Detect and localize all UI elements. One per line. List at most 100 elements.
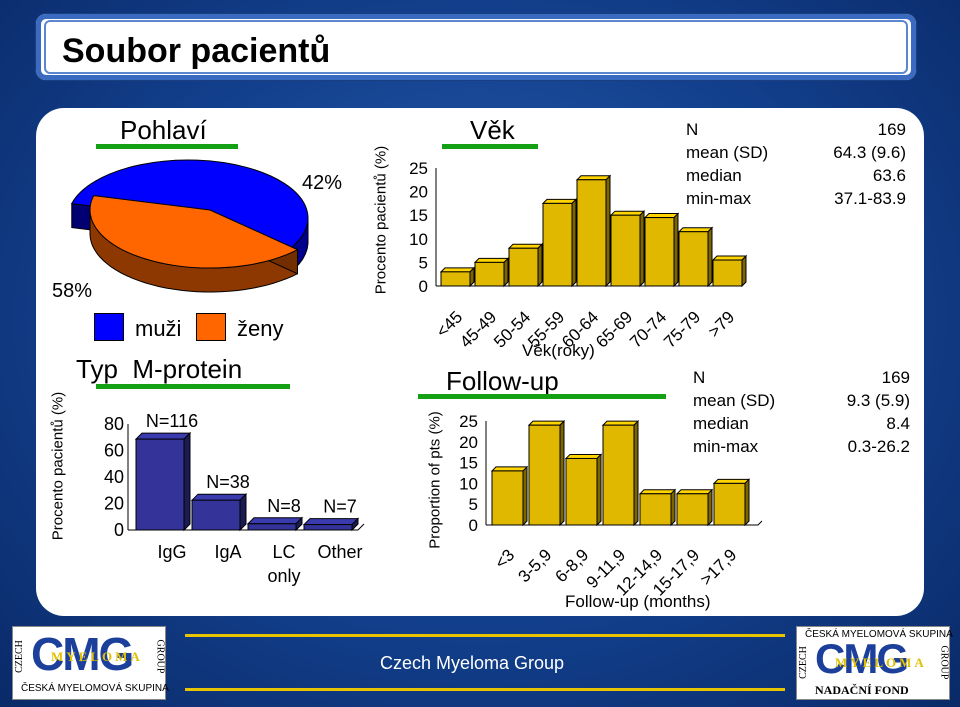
followup-bar-<3 — [491, 470, 524, 526]
stat-value: 8.4 — [886, 414, 910, 433]
followup-xtick: >17,9 — [696, 545, 740, 589]
followup-ytick: 20 — [459, 433, 478, 452]
mprotein-data-label: N=8 — [267, 496, 301, 516]
followup-bar-top — [490, 466, 529, 472]
followup-xtick: <3 — [491, 545, 518, 572]
legend-swatch-zeny — [196, 313, 226, 341]
age-ytick: 25 — [409, 159, 428, 178]
followup-bar-6-8,9 — [565, 457, 598, 526]
logo-left-word: CMG — [31, 628, 134, 680]
mprotein-ytick: 20 — [104, 494, 124, 514]
stat-label: median — [686, 166, 742, 185]
logo-left-band: MYELOMA — [51, 649, 143, 664]
followup-ytick: 25 — [459, 412, 478, 431]
followup-bar-12-14,9 — [639, 493, 672, 526]
age-ytick: 10 — [409, 230, 428, 249]
age-ytick: 20 — [409, 183, 428, 202]
stat-label: min-max — [686, 189, 752, 208]
followup-ytick: 10 — [459, 474, 478, 493]
followup-bar-top — [564, 453, 603, 459]
logo-left-bottom: ČESKÁ MYELOMOVÁ SKUPINA — [21, 683, 169, 694]
followup-bar-side — [633, 419, 639, 527]
followup-title: Follow-up — [446, 366, 559, 396]
stat-value: 9.3 (5.9) — [846, 391, 910, 410]
age-ytick: 5 — [419, 253, 428, 272]
age-bar-75-79 — [678, 231, 709, 287]
followup-bar-3-5,9 — [528, 424, 561, 526]
age-xlabel: Věk(roky) — [522, 341, 595, 360]
followup-bar-top — [527, 420, 566, 426]
footer-text: Czech Myeloma Group — [380, 653, 565, 673]
mprotein-bar-LC only — [247, 523, 297, 531]
logo-right-vert-left: CZECH — [797, 646, 809, 679]
mprotein-bar-IgA — [191, 499, 241, 531]
mprotein-ytick: 0 — [114, 520, 124, 540]
mprotein-title: Typ M-protein — [76, 354, 243, 384]
logo-left-vert-left: CZECH — [13, 640, 25, 673]
followup-bar-top — [712, 478, 751, 484]
pie-title: Pohlaví — [120, 115, 207, 145]
stat-value: 169 — [881, 368, 910, 387]
mprotein-xtick: IgG — [157, 542, 186, 562]
mprotein-bar-Other — [303, 524, 353, 531]
logo-right-band: MYELOMA — [835, 655, 927, 670]
followup-xtick: 3-5,9 — [514, 545, 555, 586]
followup-ytick: 15 — [459, 454, 478, 473]
mprotein-bar-IgG — [135, 438, 185, 531]
age-ytick: 15 — [409, 206, 428, 225]
followup-bar-top — [675, 489, 714, 495]
page-title: Soubor pacientů — [62, 32, 331, 70]
age-bar-60-64 — [576, 179, 607, 287]
stat-value: 64.3 (9.6) — [833, 143, 906, 162]
pie-label-muzi: 58% — [52, 280, 93, 302]
age-title: Věk — [470, 115, 515, 145]
mprotein-data-label: N=38 — [206, 472, 250, 492]
stat-value: 63.6 — [872, 166, 906, 185]
stat-label: min-max — [693, 437, 759, 456]
age-bar->79 — [712, 259, 743, 287]
mprotein-ytick: 60 — [104, 441, 124, 461]
mprotein-xtick: LC — [272, 542, 295, 562]
followup-xlabel: Follow-up (months) — [565, 592, 711, 611]
legend-label-zeny: ženy — [237, 316, 284, 341]
stat-value: 0.3-26.2 — [847, 437, 910, 456]
mprotein-ytick: 80 — [104, 414, 124, 434]
stat-label: median — [693, 414, 749, 433]
age-ytick: 0 — [419, 277, 428, 296]
stat-label: mean (SD) — [686, 143, 769, 162]
followup-bar-top — [638, 489, 677, 495]
followup-bar-top — [601, 420, 640, 426]
pie-slice-ženy — [89, 195, 299, 269]
mprotein-xtick: IgA — [214, 542, 241, 562]
mprotein-title-underline — [96, 384, 290, 389]
stat-label: N — [693, 368, 706, 387]
mprotein-ytick: 40 — [104, 467, 124, 487]
pie-label-zeny: 42% — [302, 172, 343, 194]
age-bar-65-69 — [610, 214, 641, 287]
followup-bar-side — [744, 478, 750, 527]
mprotein-xtick: only — [267, 566, 300, 586]
footer-line-top — [185, 634, 785, 637]
stat-label: N — [686, 120, 699, 139]
stat-value: 169 — [877, 120, 906, 139]
cmg-logo-left: CZECH CMG MYELOMA GROUP ČESKÁ MYELOMOVÁ … — [12, 626, 169, 700]
legend-swatch-muzi — [94, 313, 124, 341]
pie-title-underline — [96, 144, 238, 149]
cmg-logo-right: ČESKÁ MYELOMOVÁ SKUPINA CZECH CMG MYELOM… — [796, 626, 953, 700]
logo-right-vert-right: GROUP — [938, 645, 950, 680]
mprotein-xtick: Other — [317, 542, 362, 562]
legend-label-muzi: muži — [135, 316, 182, 341]
followup-title-underline — [418, 394, 666, 399]
footer-line-bottom — [185, 688, 785, 691]
title-frame: Soubor pacientů — [44, 20, 908, 74]
age-title-underline — [442, 144, 538, 149]
stat-label: mean (SD) — [693, 391, 776, 410]
age-bar-55-59 — [542, 202, 573, 287]
followup-bar-9-11,9 — [602, 424, 635, 526]
mprotein-data-label: N=116 — [146, 411, 198, 431]
age-bar-45-49 — [474, 261, 505, 287]
followup-bar-side — [707, 488, 713, 527]
